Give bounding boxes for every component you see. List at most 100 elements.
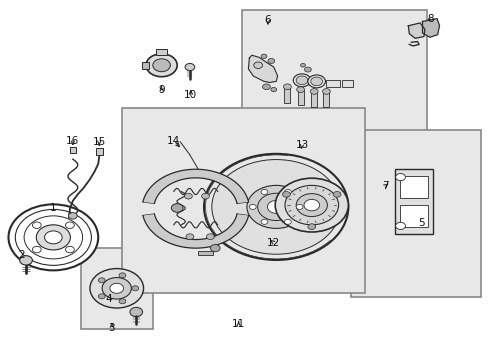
Circle shape — [267, 58, 274, 63]
Circle shape — [310, 89, 318, 94]
Circle shape — [261, 219, 267, 224]
Bar — [394, 169, 432, 234]
Polygon shape — [407, 23, 424, 39]
Polygon shape — [248, 55, 277, 82]
Circle shape — [304, 67, 311, 72]
Circle shape — [304, 199, 319, 211]
Circle shape — [210, 244, 220, 252]
Polygon shape — [142, 214, 248, 248]
Bar — [341, 80, 352, 87]
Text: 5: 5 — [417, 218, 424, 228]
Bar — [311, 91, 317, 107]
Circle shape — [185, 234, 193, 239]
Bar — [156, 49, 167, 55]
Bar — [122, 108, 365, 293]
Text: 3: 3 — [108, 323, 115, 333]
Circle shape — [296, 204, 303, 210]
Polygon shape — [142, 169, 248, 203]
Text: 16: 16 — [66, 136, 80, 145]
Circle shape — [68, 213, 77, 219]
Circle shape — [257, 193, 294, 221]
Circle shape — [307, 75, 325, 88]
Circle shape — [307, 224, 315, 229]
Bar — [198, 251, 212, 255]
Text: 1: 1 — [50, 203, 57, 213]
Circle shape — [275, 178, 347, 232]
Circle shape — [332, 192, 340, 197]
Text: 4: 4 — [105, 294, 112, 304]
Circle shape — [184, 63, 194, 71]
Circle shape — [102, 278, 131, 299]
Bar — [297, 90, 303, 105]
Text: 11: 11 — [231, 319, 245, 329]
Text: 12: 12 — [266, 238, 280, 248]
Circle shape — [296, 87, 304, 93]
Circle shape — [285, 185, 338, 225]
Text: 14: 14 — [167, 136, 180, 145]
Circle shape — [296, 194, 327, 217]
Circle shape — [146, 54, 177, 77]
Circle shape — [8, 204, 98, 270]
Circle shape — [153, 59, 170, 72]
Circle shape — [283, 84, 291, 90]
Circle shape — [201, 193, 209, 199]
Bar — [242, 10, 427, 148]
Bar — [399, 205, 427, 226]
Circle shape — [119, 299, 125, 304]
Text: 6: 6 — [264, 15, 271, 26]
Circle shape — [98, 278, 105, 283]
Text: 9: 9 — [158, 85, 164, 95]
Circle shape — [293, 74, 310, 87]
Bar — [350, 130, 480, 297]
Circle shape — [261, 54, 266, 58]
Circle shape — [395, 174, 405, 181]
Text: 7: 7 — [381, 181, 387, 191]
Circle shape — [98, 294, 105, 299]
Bar — [96, 148, 103, 155]
Circle shape — [110, 283, 123, 293]
Circle shape — [65, 222, 74, 229]
Circle shape — [130, 307, 142, 317]
Circle shape — [300, 63, 305, 67]
Circle shape — [253, 62, 262, 68]
Circle shape — [32, 246, 41, 253]
Circle shape — [249, 204, 256, 210]
Text: 2: 2 — [18, 249, 24, 260]
Bar — [142, 62, 149, 69]
Circle shape — [211, 159, 340, 254]
Circle shape — [36, 225, 70, 250]
Bar — [70, 147, 76, 153]
Circle shape — [284, 189, 291, 194]
Circle shape — [206, 234, 214, 239]
Circle shape — [322, 89, 330, 94]
Circle shape — [132, 286, 139, 291]
Circle shape — [119, 273, 125, 278]
Text: 8: 8 — [427, 14, 433, 24]
Circle shape — [20, 256, 32, 265]
Bar — [284, 87, 290, 103]
Circle shape — [261, 189, 267, 194]
Polygon shape — [422, 19, 439, 37]
Text: 13: 13 — [295, 140, 308, 150]
Circle shape — [184, 193, 192, 199]
Bar — [399, 176, 427, 198]
Circle shape — [171, 204, 183, 212]
Circle shape — [395, 222, 405, 229]
Circle shape — [262, 84, 270, 90]
Circle shape — [267, 201, 285, 213]
Circle shape — [270, 87, 276, 92]
Bar — [81, 248, 153, 329]
Circle shape — [246, 185, 305, 228]
Text: 10: 10 — [184, 90, 197, 100]
Bar — [323, 91, 329, 107]
Circle shape — [284, 219, 291, 224]
Circle shape — [90, 269, 143, 308]
Circle shape — [310, 77, 322, 86]
Circle shape — [203, 154, 347, 260]
Circle shape — [296, 76, 307, 85]
Bar — [326, 80, 339, 87]
Circle shape — [44, 231, 62, 244]
Circle shape — [65, 246, 74, 253]
Circle shape — [32, 222, 41, 229]
Text: 15: 15 — [92, 138, 105, 147]
